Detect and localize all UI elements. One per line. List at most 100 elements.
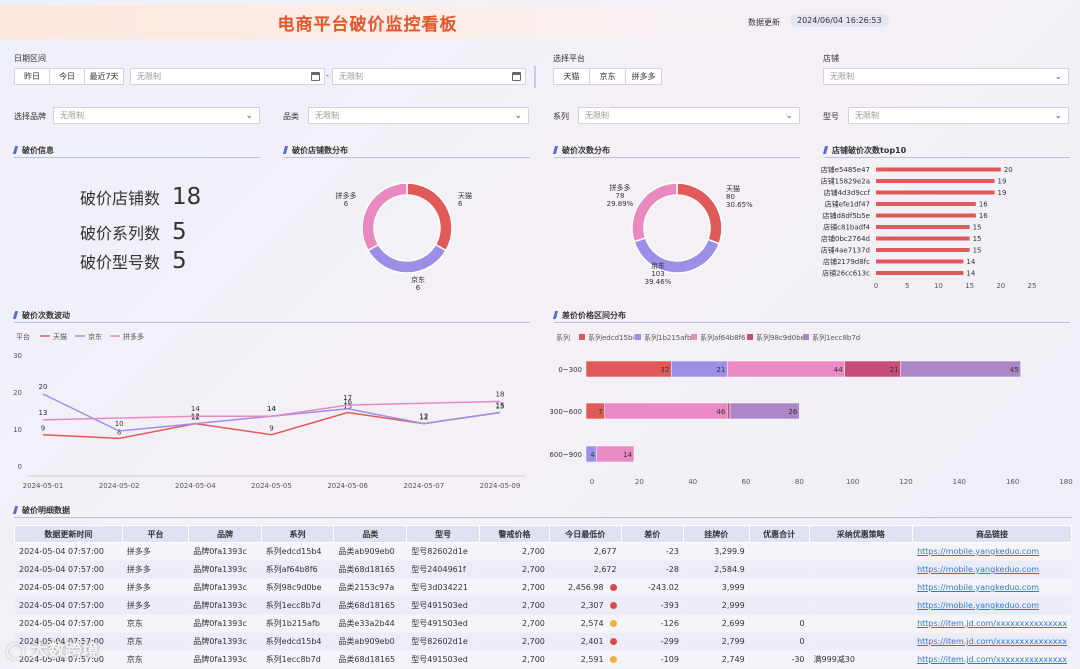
table-cell-alert: 2,700 (479, 542, 550, 561)
data-label: 12 (419, 413, 428, 421)
x-tick-label: 100 (846, 478, 859, 486)
brand-placeholder: 无限制 (60, 111, 84, 120)
donut-slice-label: 80 (726, 193, 735, 201)
data-label: 13 (39, 409, 48, 417)
table-cell-link[interactable]: https://item.jd.com/xxxxxxxxxxxxxxx (912, 632, 1072, 651)
brand-select[interactable]: 无限制 ⌄ (53, 107, 260, 124)
bar-category-label: 0~300 (558, 366, 582, 374)
platform-tmall-button[interactable]: 天猫 (553, 68, 590, 85)
bar-segment (729, 402, 800, 420)
table-cell-time: 2024-05-04 07:57:00 (14, 650, 123, 669)
bar-value-label: 14 (966, 270, 975, 278)
legend-swatch (635, 334, 641, 340)
bar-segment (900, 360, 1021, 378)
x-tick-label: 40 (688, 478, 697, 486)
table-row[interactable]: 2024-05-04 07:57:00 拼多多 品牌0fa1393c 系列af64b8… (14, 560, 1072, 579)
chevron-down-icon: ⌄ (514, 111, 522, 121)
table-cell-list: 2,584.9 (682, 560, 750, 579)
trend-line-chart: 平台 天猫 京东 拼多多 0 10 20 30 2024-05-01 2024-05-02 2024… (13, 332, 525, 490)
bar-category-label: 600~900 (550, 451, 582, 459)
bar-category-label: 店铺15829e2a (821, 177, 870, 186)
data-label: 14 (267, 405, 276, 413)
table-cell-diff: -109 (620, 650, 684, 669)
table-cell-strat (808, 632, 914, 651)
last-7-days-button[interactable]: 最近7天 (84, 68, 124, 85)
table-cell-list: 2,799 (682, 632, 750, 651)
donut-slice (406, 182, 453, 252)
kpi-label: 破价系列数 (80, 224, 161, 243)
yesterday-button[interactable]: 昨日 (14, 68, 50, 85)
end-date-input[interactable]: 无限制 (332, 68, 526, 85)
table-cell-alert: 2,700 (479, 632, 550, 651)
donut-slice-label: 京东 (411, 275, 425, 284)
platform-pdd-button[interactable]: 拼多多 (625, 68, 662, 85)
x-tick-label: 10 (934, 282, 943, 290)
x-tick-label: 2024-05-01 (23, 482, 64, 490)
table-header-cell[interactable]: 数据更新时间 (14, 525, 123, 543)
bar-value-label: 4 (590, 451, 595, 459)
table-header-cell[interactable]: 差价 (620, 525, 684, 543)
bar-value-label: 15 (973, 224, 982, 232)
table-row[interactable]: 2024-05-04 07:57:00 京东 品牌0fa1393c 系列edcd15b… (14, 632, 1072, 651)
model-select[interactable]: 无限制 ⌄ (848, 107, 1069, 124)
donut-slice-label: 30.65% (726, 201, 753, 209)
table-cell-time: 2024-05-04 07:57:00 (14, 578, 123, 597)
category-select[interactable]: 无限制 ⌄ (308, 107, 529, 124)
kpi-store-count: 破价店铺数 18 (80, 184, 201, 210)
table-header-cell[interactable]: 平台 (121, 525, 190, 543)
category-placeholder: 无限制 (315, 111, 339, 120)
series-select[interactable]: 无限制 ⌄ (578, 107, 800, 124)
y-tick-label: 20 (13, 389, 22, 397)
table-header-cell[interactable]: 警戒价格 (479, 525, 550, 543)
table-cell-link[interactable]: https://mobile.yangkeduo.com (912, 542, 1072, 561)
table-cell-cat: 品类68d18165 (333, 596, 408, 615)
table-row[interactable]: 2024-05-04 07:57:00 拼多多 品牌0fa1393c 系列1ecc8b… (14, 596, 1072, 615)
table-header-cell[interactable]: 型号 (406, 525, 481, 543)
table-cell-diff: -28 (620, 560, 684, 579)
bar-value-label: 16 (979, 201, 988, 209)
table-header-cell[interactable]: 系列 (260, 525, 335, 543)
table-header-cell[interactable]: 品类 (333, 525, 408, 543)
table-row[interactable]: 2024-05-04 07:57:00 拼多多 品牌0fa1393c 系列98c9d0… (14, 578, 1072, 597)
table-cell-alert: 2,700 (479, 596, 550, 615)
table-cell-link[interactable]: https://mobile.yangkeduo.com (912, 578, 1072, 597)
table-row[interactable]: 2024-05-04 07:57:00 京东 品牌0fa1393c 系列1b215af… (14, 614, 1072, 633)
bar-value-label: 21 (890, 366, 899, 374)
data-label: 9 (269, 425, 273, 433)
bar (876, 213, 976, 218)
table-header-cell[interactable]: 今日最低价 (548, 525, 622, 543)
table-header-cell[interactable]: 品牌 (188, 525, 262, 543)
kpi-label: 破价型号数 (80, 253, 161, 272)
table-cell-time: 2024-05-04 07:57:00 (14, 596, 123, 615)
table-header-cell[interactable]: 优惠合计 (748, 525, 810, 543)
table-header-cell[interactable]: 商品链接 (912, 525, 1072, 543)
x-tick-label: 140 (953, 478, 966, 486)
start-date-placeholder: 无限制 (137, 72, 161, 81)
table-cell-brand: 品牌0fa1393c (188, 632, 262, 651)
bar (876, 190, 995, 195)
bar-value-label: 26 (788, 408, 797, 416)
table-row[interactable]: 2024-05-04 07:57:00 京东 品牌0fa1393c 系列1ecc8b7… (14, 650, 1072, 669)
data-label: 15 (343, 403, 352, 411)
start-date-input[interactable]: 无限制 (130, 68, 325, 85)
table-cell-link[interactable]: https://item.jd.com/xxxxxxxxxxxxxxx (912, 614, 1072, 633)
table-cell-link[interactable]: https://item.jd.com/xxxxxxxxxxxxxxx (912, 650, 1072, 669)
table-cell-link[interactable]: https://mobile.yangkeduo.com (912, 560, 1072, 579)
table-cell-disc (748, 542, 810, 561)
platform-jd-button[interactable]: 京东 (589, 68, 626, 85)
today-button[interactable]: 今日 (49, 68, 85, 85)
table-cell-model: 型号491503ed (406, 614, 481, 633)
bar-value-label: 19 (998, 178, 1007, 186)
table-header-cell[interactable]: 采纳优惠策略 (808, 525, 914, 543)
table-cell-link[interactable]: https://mobile.yangkeduo.com (912, 596, 1072, 615)
store-select[interactable]: 无限制 ⌄ (823, 68, 1069, 85)
legend-item: 系列af64b8f6 (700, 333, 746, 342)
update-time-badge: 2024/06/04 16:26:53 (790, 14, 889, 27)
bar-value-label: 45 (1010, 366, 1019, 374)
bar-value-label: 16 (979, 212, 988, 220)
table-header-cell[interactable]: 挂牌价 (682, 525, 750, 543)
x-tick-label: 2024-05-07 (403, 482, 444, 490)
table-cell-cat: 品类e33a2b44 (333, 614, 408, 633)
table-row[interactable]: 2024-05-04 07:57:00 拼多多 品牌0fa1393c 系列edcd15… (14, 542, 1072, 561)
section-title-count-dist: 破价次数分布 (554, 145, 610, 156)
